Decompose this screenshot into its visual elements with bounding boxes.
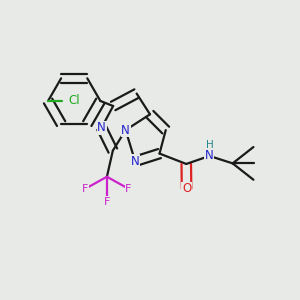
Text: F: F (125, 184, 131, 194)
Text: O: O (182, 182, 191, 195)
Text: N: N (121, 124, 130, 136)
Text: Cl: Cl (68, 94, 80, 107)
Text: N: N (205, 149, 214, 162)
Text: F: F (104, 197, 110, 207)
Text: N: N (97, 121, 106, 134)
Text: F: F (82, 184, 89, 194)
Text: H: H (206, 140, 213, 150)
Text: N: N (131, 155, 140, 168)
